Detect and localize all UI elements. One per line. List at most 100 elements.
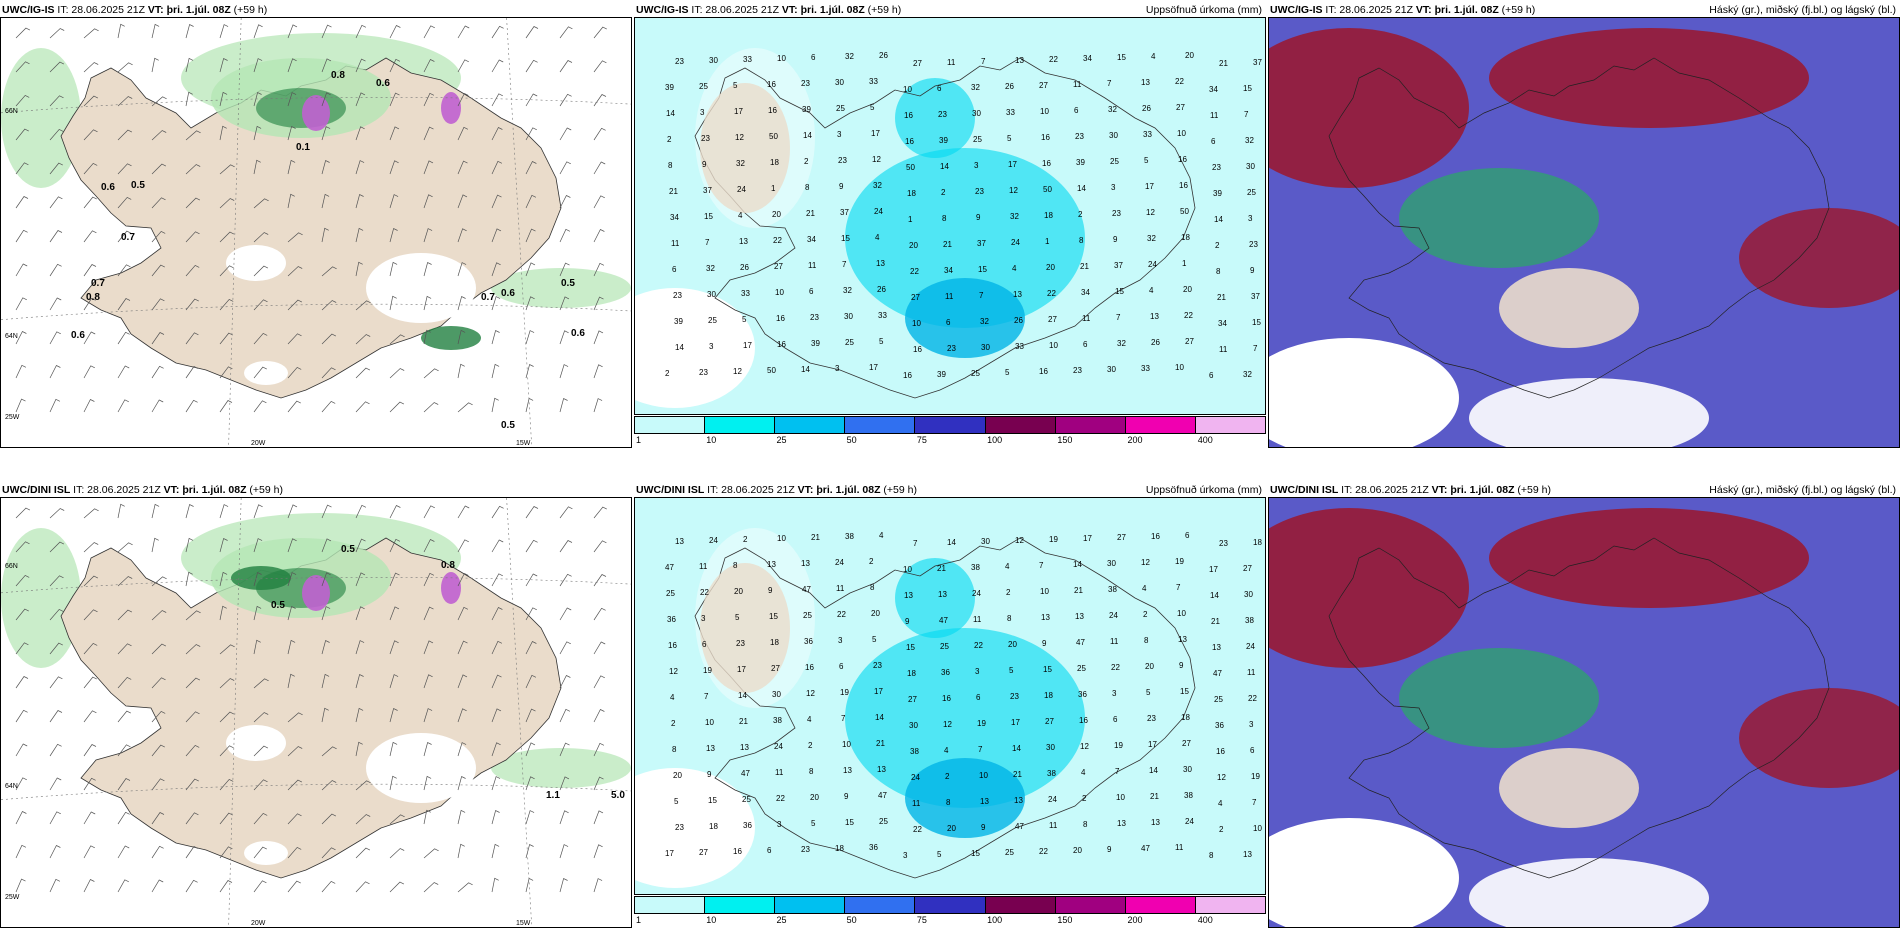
precip-value: 27 (1176, 103, 1185, 112)
magenta-area (302, 95, 330, 131)
wind-barb (83, 331, 96, 345)
wind-barb (355, 673, 364, 689)
wind-barb (151, 57, 159, 73)
colorbar-label: 400 (1197, 435, 1213, 445)
precip-value: 8 (1079, 236, 1084, 245)
map-svg: 0.8 0.6 0.6 0.5 0.7 0.7 0.8 0.6 0.1 0.5 0.7 0.6 0.6 0… (1, 18, 631, 447)
wind-barb (355, 814, 371, 825)
magenta-area (302, 575, 330, 611)
wind-barb (185, 812, 199, 825)
wind-barb (219, 537, 228, 553)
precip-value: 13 (1075, 612, 1084, 621)
precip-value: 7 (705, 238, 710, 247)
wind-barb (355, 227, 364, 243)
wind-barb (83, 777, 96, 791)
precip-value: 19 (1251, 772, 1260, 781)
precip-value: 12 (735, 133, 744, 142)
map-svg (1269, 498, 1899, 927)
wind-barb (253, 125, 262, 141)
colorbar-labels: 1 10 25 50 75 100 150 200 400 (634, 435, 1266, 447)
wind-barb (593, 776, 604, 791)
lead-time: (+59 h) (1498, 4, 1536, 16)
precip-value: 9 (839, 182, 844, 191)
precip-value: 3 (700, 108, 705, 117)
wind-barb (185, 164, 201, 175)
wind-barb (117, 96, 133, 107)
wind-barb (287, 779, 303, 791)
colorbar-label: 75 (916, 915, 927, 925)
lon-label-20w: 20W (251, 920, 266, 927)
model-name: UWC/DINI ISL (1270, 484, 1339, 496)
wind-barb (457, 228, 467, 243)
precip-value: 12 (733, 367, 742, 376)
iceland-coastline (694, 537, 1196, 879)
precip-value: 8 (870, 583, 875, 592)
precip-value: 3 (1248, 214, 1253, 223)
precip-value: 22 (837, 610, 846, 619)
colorbar: 1 10 25 50 75 100 150 200 400 (634, 896, 1266, 928)
wind-barb (423, 775, 432, 791)
wind-barb (321, 300, 337, 311)
precip-value: 4 (807, 715, 812, 724)
wind-barb (559, 93, 572, 107)
precip-value: 11 (775, 768, 784, 777)
wind-barb (389, 505, 401, 519)
wind-barb (253, 24, 263, 39)
map-area (1268, 497, 1900, 928)
glacier (366, 733, 476, 803)
precip-value: 30 (1246, 162, 1255, 171)
lat-line (1, 97, 631, 114)
wind-barb (525, 539, 538, 553)
precip-value: 18 (1044, 691, 1053, 700)
wind-barb (389, 848, 405, 859)
precip-value: 7 (1244, 110, 1249, 119)
wind-barb (253, 504, 263, 519)
wind-barb (321, 159, 330, 175)
precip-value: 23 (947, 344, 956, 353)
precip-value: 15 (1115, 287, 1124, 296)
wind-barb (389, 92, 400, 107)
panel-title: UWC/DINI ISL IT: 28.06.2025 21Z VT: þri.… (634, 480, 1266, 500)
precip-value: 15 (1043, 665, 1052, 674)
wind-barb (423, 329, 431, 345)
precip-value: 37 (1251, 292, 1260, 301)
field-title: Uppsöfnuð úrkoma (mm) (1145, 484, 1262, 496)
wind-barb (355, 92, 366, 107)
wind-barb (525, 161, 537, 175)
wind-barb (117, 710, 131, 723)
wind-barb (287, 538, 297, 553)
precip-value: 22 (773, 236, 782, 245)
wind-barb (117, 778, 131, 791)
wind-barb (117, 609, 133, 621)
wind-barb (253, 571, 262, 587)
wind-barb (185, 677, 201, 689)
wind-barb (185, 503, 194, 519)
green-area (1, 48, 81, 188)
precip-value: 5 (1007, 134, 1012, 143)
value-label: 5.0 (611, 790, 625, 801)
precip-value: 4 (879, 531, 884, 540)
wind-barb (525, 127, 537, 141)
precip-value: 2 (945, 772, 950, 781)
wind-barb (525, 506, 539, 519)
colorbar-label: 400 (1197, 915, 1213, 925)
wind-barb (49, 398, 61, 413)
land-patch (700, 83, 790, 213)
precip-value: 5 (1005, 368, 1010, 377)
wind-barb (491, 539, 504, 553)
precip-area (905, 758, 1025, 838)
value-label: 0.5 (131, 180, 145, 191)
lat-line (1, 577, 631, 594)
graticule (1, 18, 631, 447)
wind-barb (185, 846, 199, 859)
colorbar-label: 75 (916, 435, 927, 445)
wind-barb (355, 606, 365, 621)
precip-value: 5 (1144, 156, 1149, 165)
wind-barb (423, 402, 439, 413)
precip-value: 17 (871, 129, 880, 138)
wind-barb (219, 298, 234, 311)
colorbar-label: 200 (1127, 435, 1143, 445)
precip-value: 20 (673, 771, 682, 780)
wind-barb (457, 573, 469, 587)
wind-barb (355, 572, 366, 587)
